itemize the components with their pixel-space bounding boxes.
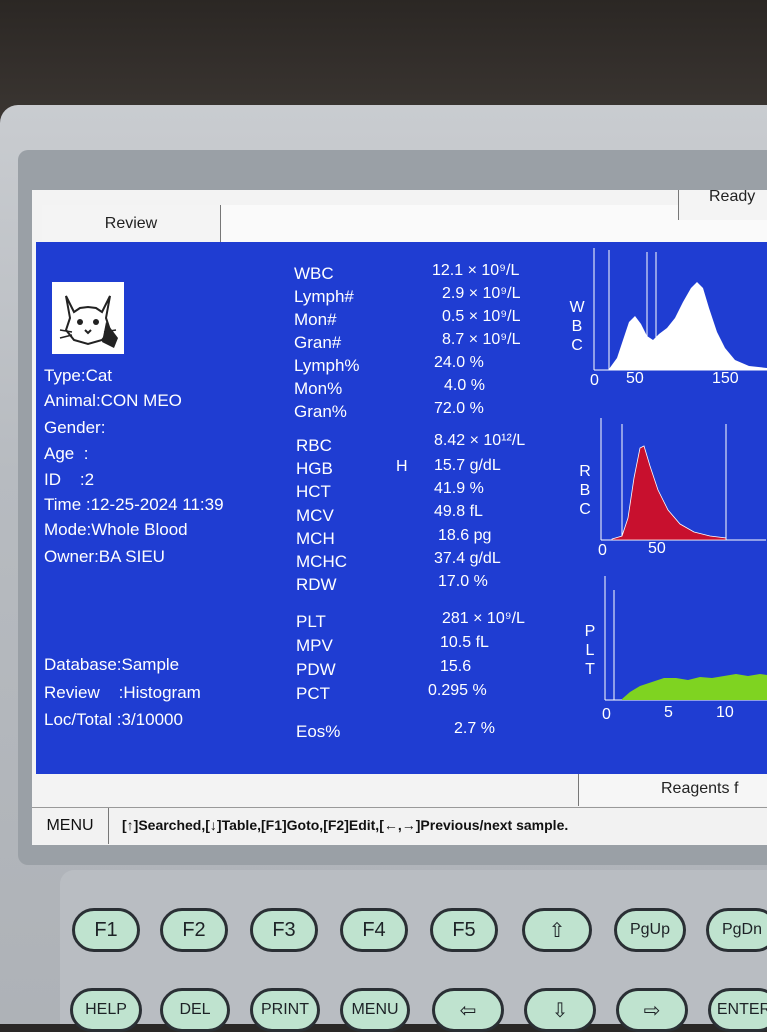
review-mode-label: Review :Histogram — [44, 683, 201, 702]
hgb-high-flag: H — [396, 458, 408, 475]
param-name-rbc: RBC — [296, 436, 332, 455]
rbc-tick-0: 0 — [598, 542, 607, 559]
param-name-mon-pct: Mon% — [294, 379, 343, 398]
key-up-arrow[interactable]: ⇧ — [522, 908, 592, 952]
param-name-pct: PCT — [296, 684, 330, 703]
owner-label: Owner:BA SIEU — [44, 547, 165, 566]
menu-button[interactable]: MENU — [32, 808, 109, 844]
param-name-mchc: MCHC — [296, 552, 347, 571]
param-name-mcv: MCV — [296, 506, 334, 525]
key-help[interactable]: HELP — [70, 988, 142, 1032]
top-bar: Review — [42, 205, 767, 243]
param-name-rdw: RDW — [296, 575, 337, 594]
param-name-lymph-pct: Lymph% — [294, 356, 360, 375]
menu-bar: MENU [↑]Searched,[↓]Table,[F1]Goto,[F2]E… — [32, 807, 767, 844]
param-value-lymph-pct: 24.0 % — [434, 354, 484, 371]
param-name-pdw: PDW — [296, 660, 336, 679]
param-value-mon-count: 0.5 × 10⁹/L — [442, 308, 521, 325]
param-value-pct: 0.295 % — [428, 682, 487, 699]
wbc-tick-0: 0 — [590, 372, 599, 389]
age-label: Age : — [44, 444, 89, 463]
param-name-hgb: HGB — [296, 459, 333, 478]
tab-review[interactable]: Review — [42, 205, 221, 243]
param-value-lymph-count: 2.9 × 10⁹/L — [442, 285, 521, 302]
param-name-hct: HCT — [296, 482, 331, 501]
analyzer-screen: Review Ready Type:Cat Animal:CON MEO Gen… — [32, 190, 767, 845]
param-value-hgb: 15.7 g/dL — [434, 457, 501, 474]
rbc-tick-50: 50 — [648, 540, 666, 557]
key-del[interactable]: DEL — [160, 988, 230, 1032]
param-value-pdw: 15.6 — [440, 658, 472, 675]
key-enter[interactable]: ENTER — [708, 988, 767, 1032]
wbc-tick-50: 50 — [626, 370, 644, 387]
animal-label: Animal:CON MEO — [44, 391, 182, 410]
key-f1[interactable]: F1 — [72, 908, 140, 952]
database-label: Database:Sample — [44, 655, 180, 674]
param-name-lymph-count: Lymph# — [294, 287, 354, 306]
key-print[interactable]: PRINT — [250, 988, 320, 1032]
param-value-plt: 281 × 10⁹/L — [442, 610, 525, 627]
key-f4[interactable]: F4 — [340, 908, 408, 952]
key-down-arrow[interactable]: ⇩ — [524, 988, 596, 1032]
param-name-wbc: WBC — [294, 264, 334, 283]
time-label: Time :12-25-2024 11:39 — [44, 495, 224, 514]
param-name-gran-count: Gran# — [294, 333, 342, 352]
param-value-eos-pct: 2.7 % — [454, 720, 495, 737]
param-name-eos-pct: Eos% — [296, 722, 341, 741]
key-f5[interactable]: F5 — [430, 908, 498, 952]
key-right-arrow[interactable]: ⇨ — [616, 988, 688, 1032]
gender-label: Gender: — [44, 418, 106, 437]
param-value-gran-count: 8.7 × 10⁹/L — [442, 331, 521, 348]
reagents-status: Reagents f — [578, 774, 767, 806]
id-label: ID :2 — [44, 470, 95, 489]
key-f2[interactable]: F2 — [160, 908, 228, 952]
type-label: Type:Cat — [44, 366, 113, 385]
param-name-mch: MCH — [296, 529, 335, 548]
param-value-mpv: 10.5 fL — [440, 634, 489, 651]
key-f3[interactable]: F3 — [250, 908, 318, 952]
param-name-mon-count: Mon# — [294, 310, 337, 329]
cat-icon — [52, 282, 124, 354]
wbc-tick-150: 150 — [712, 370, 739, 387]
key-left-arrow[interactable]: ⇦ — [432, 988, 504, 1032]
param-name-plt: PLT — [296, 612, 326, 631]
navigation-hint: [↑]Searched,[↓]Table,[F1]Goto,[F2]Edit,[… — [122, 817, 569, 833]
param-value-gran-pct: 72.0 % — [434, 400, 484, 417]
param-value-rbc: 8.42 × 10¹²/L — [434, 432, 526, 449]
param-value-rdw: 17.0 % — [438, 573, 488, 590]
param-value-hct: 41.9 % — [434, 480, 484, 497]
param-value-mch: 18.6 pg — [438, 527, 492, 544]
param-value-mchc: 37.4 g/dL — [434, 550, 501, 567]
plt-histogram — [604, 576, 767, 701]
results-panel: Type:Cat Animal:CON MEO Gender: Age : ID… — [36, 242, 767, 774]
plt-tick-5: 5 — [664, 704, 673, 721]
keypad: F1 F2 F3 F4 F5 ⇧ PgUp PgDn HELP DEL PRIN… — [60, 870, 767, 1032]
key-pgdn[interactable]: PgDn — [706, 908, 767, 952]
param-value-mon-pct: 4.0 % — [444, 377, 485, 394]
plt-tick-10: 10 — [716, 704, 734, 721]
loc-total-label: Loc/Total :3/10000 — [44, 710, 183, 729]
status-ready: Ready — [678, 190, 767, 220]
mode-label: Mode:Whole Blood — [44, 520, 188, 539]
plt-tick-0: 0 — [602, 706, 611, 723]
param-name-mpv: MPV — [296, 636, 333, 655]
param-value-mcv: 49.8 fL — [434, 503, 483, 520]
param-value-wbc: 12.1 × 10⁹/L — [432, 262, 520, 279]
wbc-histogram — [593, 248, 767, 371]
param-name-gran-pct: Gran% — [294, 402, 347, 421]
rbc-histogram — [600, 418, 766, 541]
key-pgup[interactable]: PgUp — [614, 908, 686, 952]
key-menu[interactable]: MENU — [340, 988, 410, 1032]
